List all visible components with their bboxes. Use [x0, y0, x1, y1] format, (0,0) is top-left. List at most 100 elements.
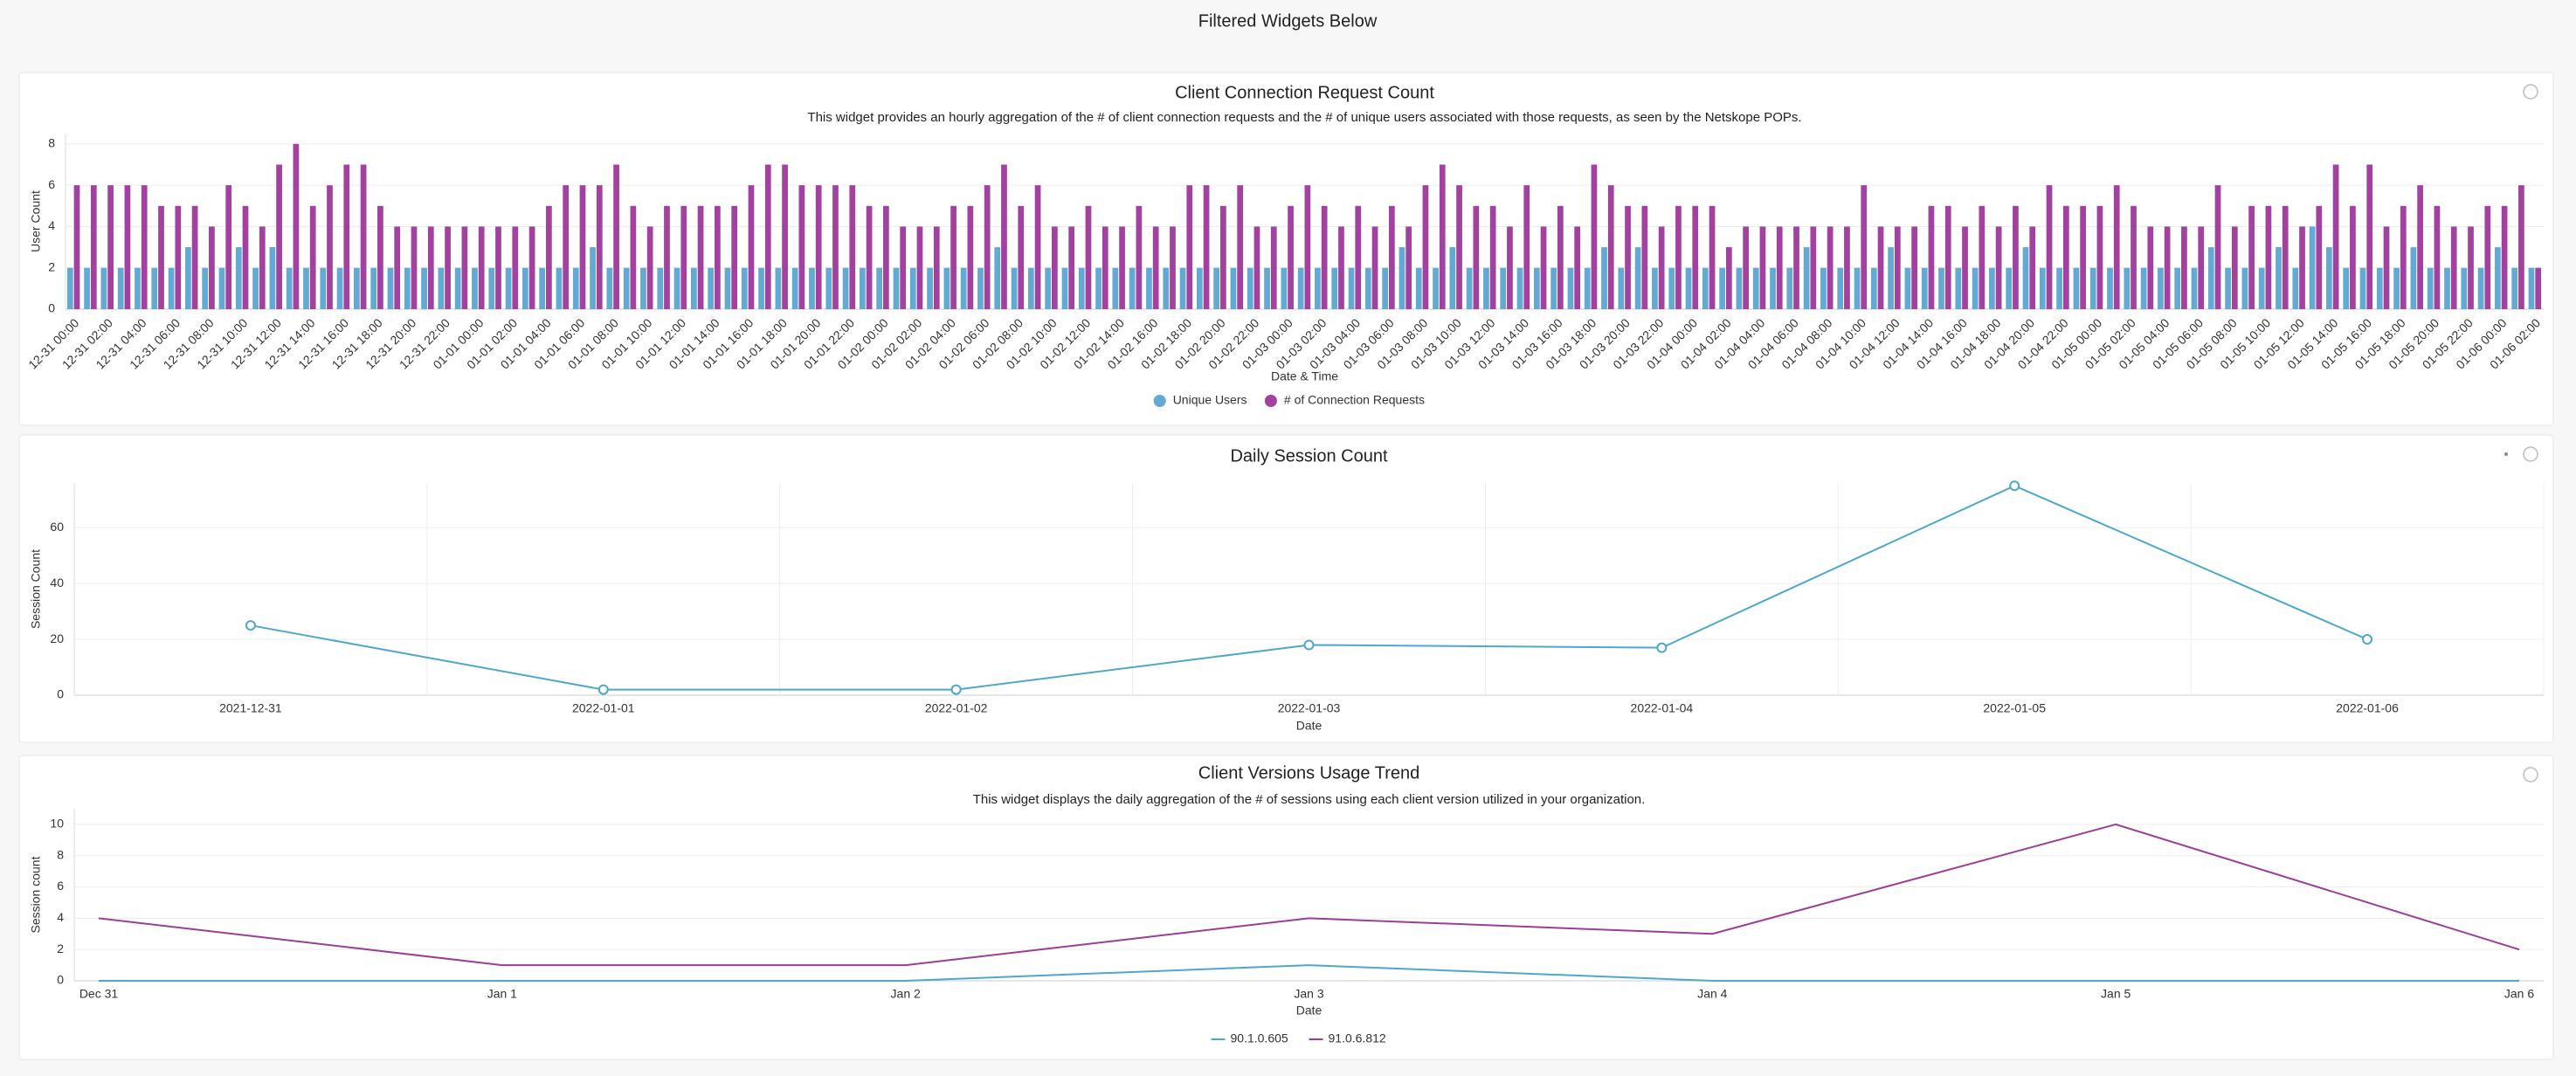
bar	[1136, 205, 1143, 309]
bar	[748, 185, 755, 309]
bar	[320, 267, 327, 309]
bar	[1507, 226, 1513, 309]
bar	[2140, 267, 2147, 309]
bar	[691, 267, 697, 309]
bar	[2376, 267, 2383, 309]
x-axis-label: Date & Time	[1271, 369, 1338, 383]
bar	[1281, 267, 1288, 309]
globe-icon[interactable]	[2523, 84, 2538, 100]
x-tick-label: Jan 3	[1294, 987, 1323, 1001]
bar	[2276, 247, 2282, 309]
bar	[1574, 226, 1581, 309]
bar	[1702, 267, 1709, 309]
bar	[2366, 164, 2373, 309]
bar	[522, 267, 528, 309]
bar	[1338, 226, 1344, 309]
bar	[1837, 267, 1844, 309]
bar	[327, 185, 333, 309]
y-tick-label: 4	[48, 218, 55, 232]
bar	[404, 267, 411, 309]
bar	[2383, 226, 2390, 309]
bar	[1567, 267, 1574, 309]
menu-icon[interactable]	[2504, 452, 2508, 456]
bar	[1163, 267, 1170, 309]
y-tick-label: 2	[48, 259, 55, 273]
bar	[1921, 267, 1928, 309]
bar	[2147, 226, 2154, 309]
bar	[2006, 267, 2013, 309]
bar	[1625, 205, 1631, 309]
x-tick-label: 2022-01-05	[1983, 701, 2046, 715]
bar	[2164, 226, 2171, 309]
bar	[2393, 267, 2400, 309]
bar	[2316, 205, 2323, 309]
bar	[623, 267, 630, 309]
legend-label: Unique Users	[1173, 393, 1247, 407]
bar	[2535, 267, 2542, 309]
y-axis-label: Session count	[29, 856, 43, 933]
bar	[2181, 226, 2187, 309]
bar	[2265, 205, 2272, 309]
bar	[1523, 185, 1530, 309]
line	[98, 823, 2520, 967]
bar	[2468, 226, 2474, 309]
bar	[1355, 205, 1362, 309]
bar	[1607, 185, 1614, 309]
bar	[1433, 267, 1439, 309]
y-tick-label: 4	[57, 910, 64, 924]
bar	[859, 267, 866, 309]
bar	[1288, 205, 1294, 309]
bar	[158, 205, 164, 309]
bar	[2282, 205, 2289, 309]
bar	[1237, 185, 1244, 309]
bar	[825, 267, 832, 309]
bar	[117, 267, 124, 309]
bar	[1196, 267, 1203, 309]
bar	[1186, 185, 1193, 309]
x-tick-label: 2022-01-03	[1278, 701, 1341, 715]
y-tick-label: 6	[48, 177, 55, 191]
bar	[377, 205, 383, 309]
bar	[809, 267, 815, 309]
bar	[596, 185, 603, 309]
bar	[1001, 164, 1007, 309]
bar	[731, 205, 738, 309]
x-tick-label: Jan 4	[1697, 987, 1727, 1001]
y-axis-label: User Count	[29, 190, 43, 252]
bar	[1382, 267, 1388, 309]
bar	[1331, 267, 1338, 309]
globe-icon[interactable]	[2523, 767, 2538, 783]
bar	[1989, 267, 1995, 309]
bar	[657, 267, 664, 309]
globe-icon[interactable]	[2523, 446, 2538, 462]
bar	[1068, 226, 1075, 309]
bar	[2039, 267, 2046, 309]
point	[1656, 642, 1668, 653]
bar	[977, 267, 984, 309]
bar	[673, 267, 680, 309]
bar	[2258, 267, 2265, 309]
bar	[411, 226, 418, 309]
bar	[943, 267, 950, 309]
bar	[960, 267, 967, 309]
bar	[242, 205, 249, 309]
bar	[1944, 205, 1951, 309]
bar	[202, 267, 209, 309]
bar	[1692, 205, 1699, 309]
bar	[2062, 205, 2069, 309]
bar	[235, 247, 242, 309]
bar	[1152, 226, 1159, 309]
bar	[775, 267, 782, 309]
bar	[893, 267, 900, 309]
bar	[1911, 226, 1917, 309]
bar	[1870, 267, 1877, 309]
bar	[73, 185, 80, 309]
y-tick-label: 0	[57, 973, 64, 987]
bar	[2225, 267, 2231, 309]
bar	[724, 267, 731, 309]
y-tick-label: 8	[57, 847, 64, 861]
line	[99, 964, 2519, 982]
bar	[967, 205, 974, 309]
bar	[1011, 267, 1018, 309]
x-tick-label: Jan 1	[487, 987, 517, 1001]
